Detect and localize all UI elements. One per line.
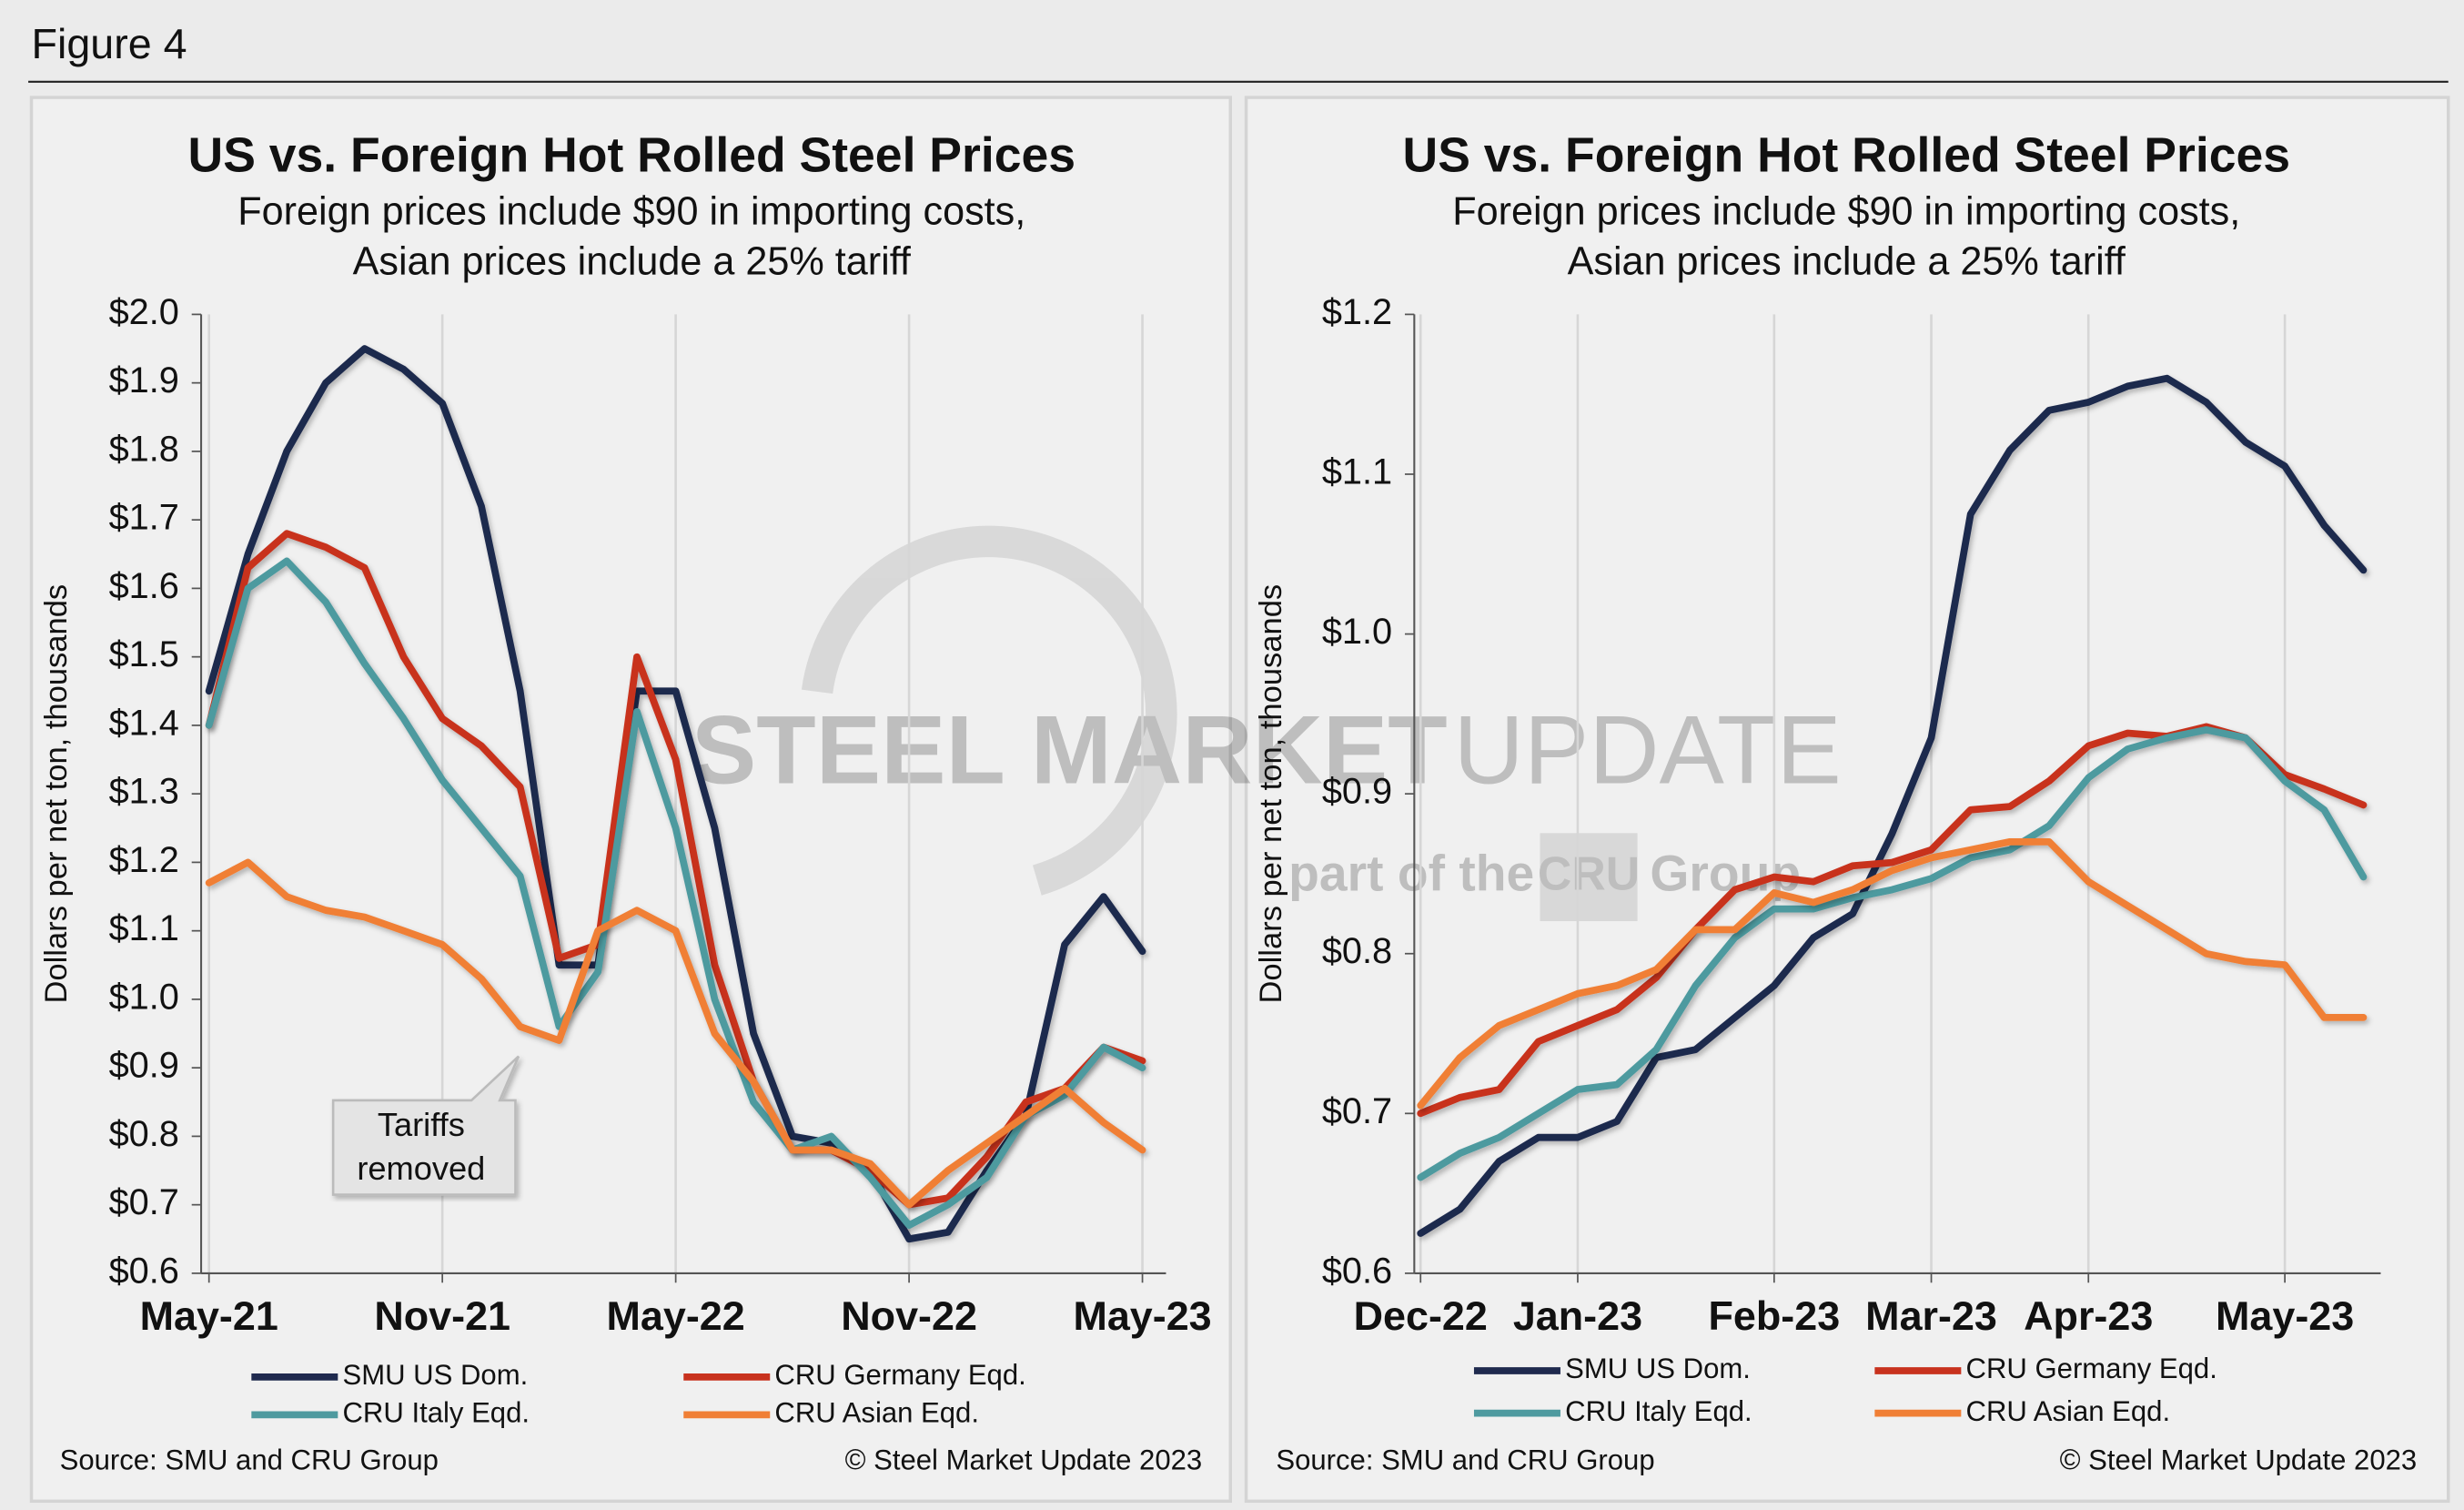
y-tick-label: $0.9 [1322, 772, 1392, 812]
series-line [205, 557, 1146, 1230]
watermark-logo: CRU [1538, 846, 1640, 899]
callout-box [331, 1055, 520, 1196]
legend-label: CRU Germany Eqd. [774, 1359, 1025, 1391]
series-line [1417, 837, 2368, 1110]
series-line [205, 345, 1146, 1243]
watermark-product: UPDATE [1454, 695, 1842, 805]
x-tick-label: May-23 [2216, 1292, 2354, 1339]
legend-label: SMU US Dom. [1565, 1353, 1751, 1384]
watermark-logo-box [1540, 833, 1638, 922]
x-tick-label: May-21 [140, 1292, 278, 1339]
series-line [1417, 374, 2368, 1237]
x-tick-label: Nov-21 [374, 1292, 510, 1339]
x-tick-label: May-23 [1073, 1292, 1211, 1339]
x-tick-label: Dec-22 [1354, 1292, 1488, 1339]
y-tick-label: $0.7 [109, 1182, 179, 1222]
chart-subtitle: Foreign prices include $90 in importing … [237, 189, 1025, 233]
watermark-brand: STEEL MARKET [692, 695, 1448, 805]
chart-title: US vs. Foreign Hot Rolled Steel Prices [188, 129, 1075, 183]
x-tick-label: Feb-23 [1708, 1292, 1840, 1339]
y-tick-label: $0.7 [1322, 1091, 1392, 1131]
y-tick-label: $1.0 [109, 977, 179, 1017]
y-tick-label: $1.2 [109, 840, 179, 880]
y-tick-label: $1.8 [109, 429, 179, 469]
legend-label: CRU Asian Eqd. [774, 1397, 979, 1429]
y-tick-label: $1.6 [109, 566, 179, 606]
y-tick-label: $0.6 [1322, 1251, 1392, 1291]
annotation: removed [357, 1150, 485, 1187]
legend-label: CRU Italy Eqd. [1565, 1395, 1752, 1427]
chart-subtitle: Asian prices include a 25% tariff [1568, 240, 2126, 284]
legend-label: CRU Germany Eqd. [1966, 1353, 2217, 1384]
series-line [205, 530, 1146, 1209]
x-tick-label: Apr-23 [2024, 1292, 2153, 1339]
x-tick-label: Mar-23 [1865, 1292, 1997, 1339]
y-tick-label: $0.8 [1322, 931, 1392, 971]
y-axis-label: Dollars per net ton, thousands [39, 584, 74, 1004]
chart-subtitle: Foreign prices include $90 in importing … [1452, 189, 2240, 233]
y-tick-label: $1.1 [1322, 451, 1392, 492]
y-tick-label: $0.6 [109, 1251, 179, 1291]
y-axis-label: Dollars per net ton, thousands [1254, 584, 1288, 1004]
y-tick-label: $1.4 [109, 703, 179, 743]
y-tick-label: $0.8 [109, 1114, 179, 1154]
watermark: STEEL MARKET UPDATE part of the CRU Grou… [692, 525, 1842, 922]
x-tick-label: May-22 [607, 1292, 745, 1339]
figure-label: Figure 4 [32, 20, 187, 67]
y-tick-label: $1.5 [109, 634, 179, 674]
source: Source: SMU and CRU Group [60, 1444, 439, 1475]
y-tick-label: $0.9 [109, 1046, 179, 1086]
credit: © Steel Market Update 2023 [2060, 1444, 2418, 1475]
y-tick-label: $1.0 [1322, 612, 1392, 652]
y-tick-label: $1.9 [109, 360, 179, 400]
y-tick-label: $1.3 [109, 772, 179, 812]
legend-label: CRU Italy Eqd. [342, 1397, 530, 1429]
x-tick-label: Jan-23 [1513, 1292, 1642, 1339]
y-tick-label: $1.1 [109, 908, 179, 948]
legend-label: CRU Asian Eqd. [1966, 1395, 2171, 1427]
annotation-callout: Tariffs removed [331, 1055, 520, 1196]
chart-title: US vs. Foreign Hot Rolled Steel Prices [1403, 129, 2290, 183]
y-tick-label: $1.2 [1322, 292, 1392, 332]
chart-subtitle: Asian prices include a 25% tariff [353, 240, 912, 284]
panel [1244, 96, 2450, 1504]
watermark-tagline: part of the [1288, 845, 1534, 901]
source: Source: SMU and CRU Group [1276, 1444, 1654, 1475]
credit: © Steel Market Update 2023 [845, 1444, 1203, 1475]
watermark-arc [801, 525, 1177, 896]
annotation: Tariffs [378, 1106, 465, 1143]
x-tick-label: Nov-22 [841, 1292, 977, 1339]
series-line [205, 858, 1146, 1209]
y-tick-label: $2.0 [109, 292, 179, 332]
panel [29, 96, 1232, 1504]
legend-label: SMU US Dom. [342, 1359, 528, 1391]
y-tick-label: $1.7 [109, 498, 179, 538]
series-line [1417, 725, 2368, 1181]
